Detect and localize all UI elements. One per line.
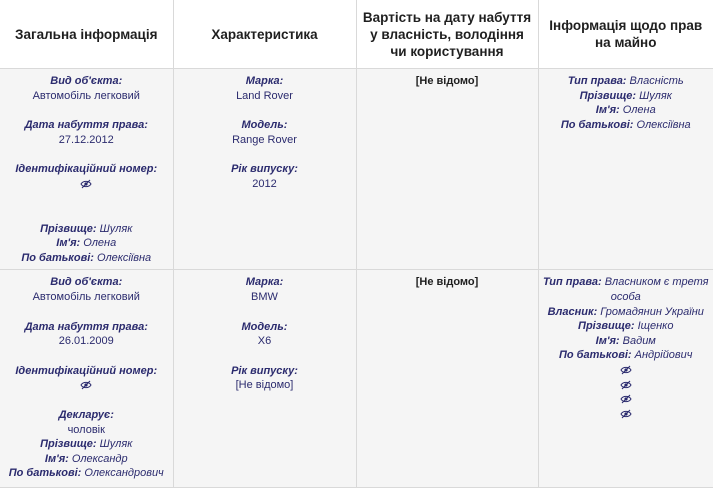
acquisition-date-value: 26.01.2009 bbox=[58, 335, 114, 348]
general-info-cell: Вид об'єкта: Автомобіль легковий Дата на… bbox=[0, 269, 174, 488]
rights-cell: Тип права: Власником є третя особа Власн… bbox=[538, 269, 713, 488]
general-info-cell: Вид об'єкта: Автомобіль легковий Дата на… bbox=[0, 68, 174, 271]
name-label: Ім'я: bbox=[56, 237, 81, 250]
acquisition-date-value: 27.12.2012 bbox=[58, 133, 114, 146]
cost-cell: [Не відомо] bbox=[356, 269, 539, 488]
declarant-value: чоловік bbox=[67, 423, 105, 436]
surname-label: Прізвище: bbox=[578, 320, 635, 333]
characteristics-cell: Марка: Land Rover Модель: Range Rover Рі… bbox=[173, 68, 357, 271]
year-value: [Не відомо] bbox=[235, 379, 294, 392]
surname-value: Шуляк bbox=[99, 438, 133, 451]
acquisition-date-label: Дата набуття права: bbox=[24, 119, 148, 132]
owner-label: Власник: bbox=[547, 305, 598, 318]
id-number-label: Ідентифікаційний номер: bbox=[15, 163, 158, 176]
table-header-row: Загальна інформація Характеристика Варті… bbox=[0, 0, 713, 69]
eye-slash-icon bbox=[80, 380, 92, 390]
surname-value: Шуляк bbox=[99, 222, 133, 235]
name-label: Ім'я: bbox=[44, 452, 69, 465]
patronymic-label: По батькові: bbox=[8, 467, 82, 480]
patronymic-label: По батькові: bbox=[21, 251, 94, 264]
right-type-value: Власність bbox=[629, 75, 684, 87]
model-value: Range Rover bbox=[232, 133, 297, 146]
object-type-label: Вид об'єкта: bbox=[50, 75, 123, 87]
surname-label: Прізвище: bbox=[579, 89, 637, 102]
patronymic-value: Андрійович bbox=[634, 349, 693, 362]
object-type-label: Вид об'єкта: bbox=[50, 276, 123, 289]
surname-label: Прізвище: bbox=[40, 222, 97, 235]
patronymic-value: Олександрович bbox=[84, 467, 164, 480]
brand-value: BMW bbox=[251, 290, 278, 303]
model-label: Модель: bbox=[241, 119, 288, 132]
model-value: X6 bbox=[257, 335, 272, 348]
year-value: 2012 bbox=[252, 177, 277, 190]
surname-value: Шуляк bbox=[639, 89, 672, 102]
right-type-label: Тип права: bbox=[567, 75, 627, 87]
eye-slash-icon bbox=[620, 394, 632, 404]
eye-slash-icon bbox=[620, 380, 632, 390]
name-label: Ім'я: bbox=[595, 334, 620, 347]
brand-label: Марка: bbox=[245, 75, 284, 87]
name-value: Олена bbox=[83, 237, 117, 250]
table-row: Вид об'єкта: Автомобіль легковий Дата на… bbox=[0, 68, 713, 271]
characteristics-cell: Марка: BMW Модель: X6 Рік випуску: [Не в… bbox=[173, 269, 357, 488]
name-value: Олександр bbox=[71, 452, 128, 465]
id-number-label: Ідентифікаційний номер: bbox=[15, 364, 158, 377]
eye-slash-icon bbox=[620, 409, 632, 419]
object-type-value: Автомобіль легковий bbox=[32, 89, 140, 102]
brand-label: Марка: bbox=[245, 276, 284, 289]
patronymic-label: По батькові: bbox=[559, 349, 632, 362]
cost-value: [Не відомо] bbox=[415, 75, 479, 87]
header-cost: Вартість на дату набуття у власність, во… bbox=[356, 0, 539, 69]
rights-cell: Тип права: Власність Прізвище: Шуляк Ім'… bbox=[538, 68, 713, 271]
eye-slash-icon bbox=[620, 365, 632, 375]
owner-value: Громадянин України bbox=[600, 305, 704, 318]
header-characteristics: Характеристика bbox=[173, 0, 357, 69]
table-row: Вид об'єкта: Автомобіль легковий Дата на… bbox=[0, 269, 713, 488]
eye-slash-icon bbox=[80, 179, 92, 189]
object-type-value: Автомобіль легковий bbox=[32, 290, 140, 303]
acquisition-date-label: Дата набуття права: bbox=[24, 320, 148, 333]
model-label: Модель: bbox=[241, 320, 288, 333]
name-value: Вадим bbox=[622, 334, 656, 347]
patronymic-value: Олексіївна bbox=[97, 251, 152, 264]
header-rights: Інформація щодо прав на майно bbox=[538, 0, 713, 69]
declarant-label: Декларує: bbox=[58, 408, 114, 421]
surname-label: Прізвище: bbox=[40, 438, 97, 451]
brand-value: Land Rover bbox=[236, 89, 293, 102]
year-label: Рік випуску: bbox=[231, 163, 298, 176]
cost-cell: [Не відомо] bbox=[356, 68, 539, 271]
name-label: Ім'я: bbox=[595, 104, 620, 117]
header-general: Загальна інформація bbox=[0, 0, 174, 69]
cost-value: [Не відомо] bbox=[415, 276, 479, 289]
year-label: Рік випуску: bbox=[231, 364, 298, 377]
name-value: Олена bbox=[622, 104, 656, 117]
right-type-value: Власником є третя особа bbox=[604, 276, 709, 303]
surname-value: Іщенко bbox=[637, 320, 674, 333]
patronymic-value: Олексіївна bbox=[636, 118, 691, 131]
right-type-label: Тип права: bbox=[542, 276, 602, 289]
patronymic-label: По батькові: bbox=[560, 118, 634, 131]
